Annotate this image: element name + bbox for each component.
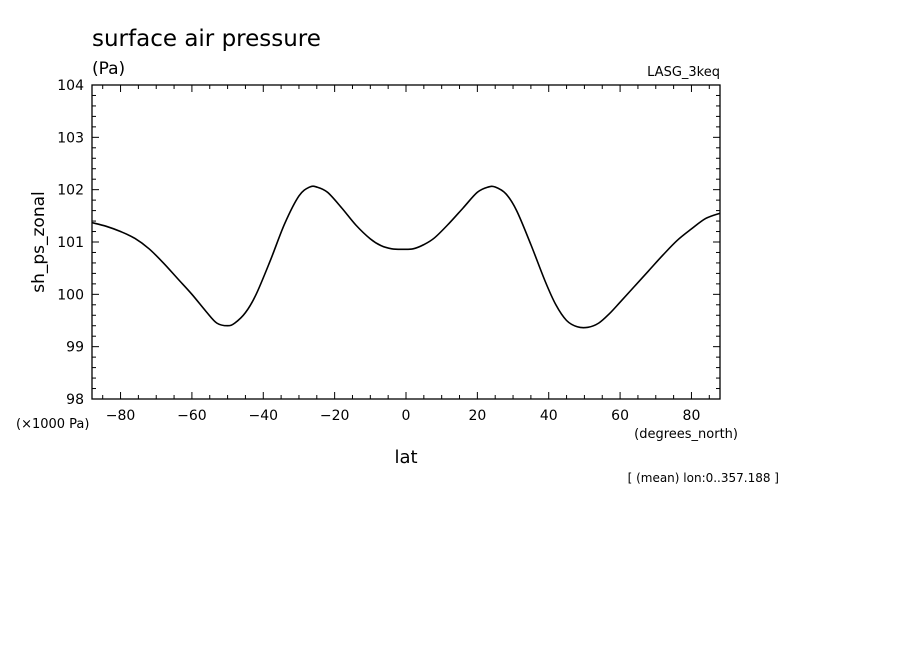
y-tick-label: 102 — [57, 183, 84, 199]
x-tick-label: 0 — [402, 408, 411, 424]
chart-title: surface air pressure — [92, 26, 321, 52]
units-label: (Pa) — [92, 59, 125, 79]
x-tick-label: −80 — [106, 408, 136, 424]
x-units-label: (degrees_north) — [634, 427, 738, 442]
x-tick-label: 20 — [468, 408, 486, 424]
y-tick-label: 99 — [66, 340, 84, 356]
tick-marks — [92, 84, 720, 400]
x-tick-label: −60 — [177, 408, 207, 424]
x-tick-label: 80 — [683, 408, 701, 424]
x-tick-label: −40 — [248, 408, 278, 424]
y-tick-label: 100 — [57, 287, 84, 303]
y-tick-label: 103 — [57, 130, 84, 146]
plot-frame — [91, 84, 721, 400]
x-tick-label: −20 — [320, 408, 350, 424]
x-tick-labels: −80 −60 −40 −20 0 20 40 60 80 — [106, 408, 701, 424]
y-tick-label: 98 — [66, 392, 84, 408]
y-tick-label: 104 — [57, 78, 84, 94]
footnote: [ (mean) lon:0..357.188 ] — [628, 471, 779, 485]
y-scale-label: (×1000 Pa) — [16, 417, 89, 432]
x-tick-label: 40 — [540, 408, 558, 424]
y-axis-label: sh_ps_zonal — [29, 191, 49, 293]
series-line — [91, 185, 721, 329]
y-tick-labels: 98 99 100 101 102 103 104 — [57, 78, 84, 408]
x-axis-label: lat — [394, 447, 417, 468]
x-tick-label: 60 — [611, 408, 629, 424]
y-tick-label: 101 — [57, 235, 84, 251]
source-label: LASG_3keq — [647, 65, 720, 80]
